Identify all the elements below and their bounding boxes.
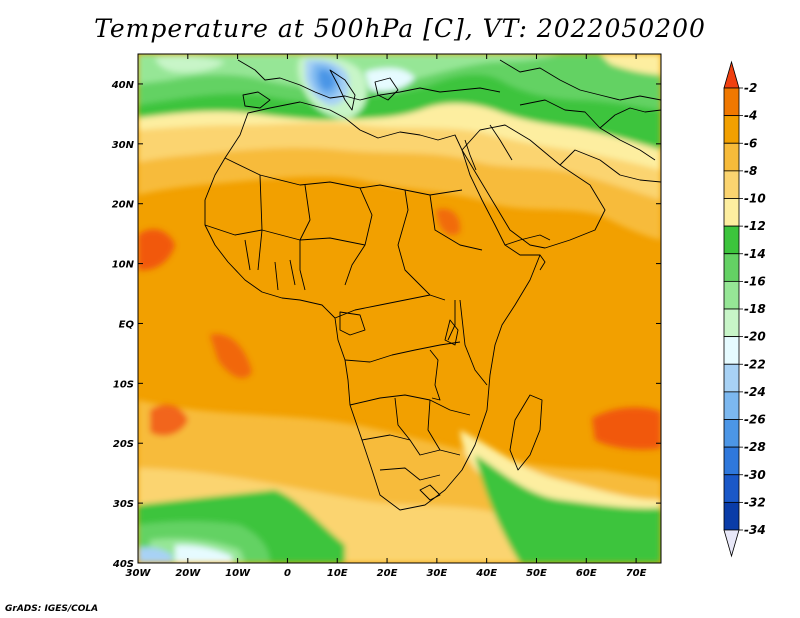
plot-frame <box>137 53 662 564</box>
colorbar-swatch <box>723 280 740 310</box>
colorbar-label: -8 <box>744 164 757 178</box>
lat-tick-label: EQ <box>119 319 135 330</box>
colorbar-label: -16 <box>744 274 766 288</box>
lat-tick-label: 20S <box>113 439 134 450</box>
temperature-field <box>138 54 661 563</box>
lon-tick-label: 20W <box>175 568 201 579</box>
colorbar-swatch <box>723 391 740 420</box>
lon-tick-label: 10E <box>327 568 348 579</box>
colorbar-swatch <box>723 308 740 338</box>
colorbar-label: -12 <box>744 219 766 233</box>
lat-tick-label: 40N <box>111 80 135 91</box>
colorbar-swatch <box>723 253 740 282</box>
colorbar-swatch <box>723 363 740 393</box>
colorbar-label: -28 <box>744 440 766 454</box>
lat-tick-label: 20N <box>112 200 135 211</box>
colorbar-swatch <box>723 87 740 117</box>
lon-tick-label: 10W <box>225 568 251 579</box>
lon-tick-label: 40E <box>475 568 497 579</box>
lat-tick-label: 30S <box>113 499 134 510</box>
lon-tick-label: 50E <box>526 568 547 579</box>
colorbar-swatch <box>723 419 740 448</box>
lon-tick-label: 30W <box>126 568 152 579</box>
colorbar-label: -20 <box>744 330 766 344</box>
lon-tick-label: 60E <box>576 568 597 579</box>
colorbar-swatch <box>723 225 740 255</box>
map-axes: 30W 20W 10W 0 10E 20E 30E 40E 50E 60E 70E 40N 30N 20N… <box>111 54 661 579</box>
colorbar-label: -18 <box>744 302 766 316</box>
colorbar-swatch <box>723 142 740 172</box>
colorbar-label: -2 <box>744 81 757 95</box>
colorbar-label: -24 <box>744 385 766 399</box>
lat-tick-label: 30N <box>112 140 135 151</box>
lon-tick-label: 30E <box>426 568 447 579</box>
colorbar-label: -4 <box>744 109 757 123</box>
colorbar-label: -6 <box>744 136 757 150</box>
colorbar-label: -26 <box>744 413 766 427</box>
colorbar-label: -30 <box>744 468 766 482</box>
lon-tick-label: 70E <box>626 568 647 579</box>
colorbar-swatch <box>723 115 740 144</box>
credit-text: GrADS: IGES/COLA <box>5 604 99 614</box>
colorbar-arrow-top <box>723 60 740 89</box>
color-legend: -2 -4 -6 -8 -10 -12 -14 -16 -18 -20 -22 -24 -26 -28 -3… <box>723 60 766 558</box>
lon-tick-label: 20E <box>377 568 398 579</box>
colorbar-swatch <box>723 474 740 503</box>
colorbar-arrow-bottom <box>723 529 740 558</box>
colorbar-label: -32 <box>744 495 766 509</box>
colorbar-swatch <box>723 336 740 365</box>
lat-tick-label: 10S <box>113 379 134 390</box>
colorbar-swatch <box>723 446 740 476</box>
coastline-outlines <box>204 59 661 511</box>
lat-tick-label: 40S <box>112 559 134 570</box>
colorbar-swatch <box>723 198 740 227</box>
map-title: Temperature at 500hPa [C], VT: 202205020… <box>94 14 706 43</box>
colorbar-label: -34 <box>744 523 766 537</box>
colorbar-label: -10 <box>744 192 766 206</box>
colorbar-swatch <box>723 501 740 531</box>
lat-tick-label: 10N <box>112 260 135 271</box>
colorbar-label: -14 <box>744 247 766 261</box>
lon-tick-label: 0 <box>284 568 291 579</box>
colorbar-label: -22 <box>744 357 766 371</box>
colorbar-swatch <box>723 170 740 199</box>
